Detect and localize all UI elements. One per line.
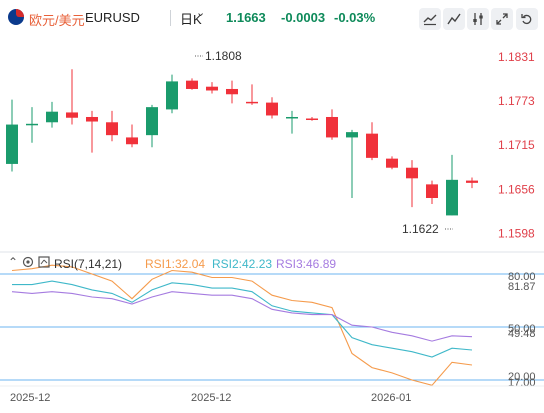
- candle-body[interactable]: [246, 101, 258, 104]
- candle-body[interactable]: [126, 137, 138, 145]
- candle-body[interactable]: [326, 116, 338, 138]
- high-annotation: 1.1808: [195, 49, 242, 63]
- expand-icon: [496, 13, 508, 25]
- candle-body[interactable]: [346, 132, 358, 138]
- candle-body[interactable]: [426, 184, 438, 198]
- candle-body[interactable]: [306, 118, 318, 121]
- toolbar-divider: [170, 10, 171, 26]
- rsi-tick-81: 81.87: [508, 281, 536, 293]
- candle-body[interactable]: [226, 88, 238, 95]
- candle-body[interactable]: [386, 158, 398, 168]
- rsi-header: ⌃ RSI(7,14,21) RSI1:32.04 RSI2:42.23 RSI…: [0, 255, 544, 273]
- time-label-3: 2026-01: [371, 392, 411, 404]
- eur-usd-flag-icon: [8, 9, 24, 25]
- rsi-tick-80: 80.00: [508, 271, 536, 283]
- rsi3-line: [11, 291, 473, 342]
- candle-body[interactable]: [466, 180, 478, 183]
- fullscreen-button[interactable]: [491, 8, 513, 30]
- rsi-title: RSI(7,14,21): [54, 257, 123, 271]
- pair-code[interactable]: EURUSD: [85, 10, 140, 25]
- last-price: 1.1663: [226, 10, 266, 25]
- candles-group: [6, 69, 478, 216]
- chevron-down-icon[interactable]: ⌄: [196, 7, 206, 19]
- candle-body[interactable]: [186, 80, 198, 89]
- indicator-button[interactable]: [419, 8, 441, 30]
- reset-icon: [521, 14, 532, 25]
- rsi1-value: RSI1:32.04: [145, 257, 206, 271]
- price-tick: 1.1715: [498, 138, 535, 152]
- low-label: 1.1622: [402, 222, 439, 236]
- rsi1-line: [11, 264, 473, 386]
- chart-type-icon: [447, 13, 461, 25]
- settings-button[interactable]: [467, 8, 489, 30]
- time-label-2: 2025-12: [191, 392, 231, 404]
- candle-body[interactable]: [26, 123, 38, 126]
- candle-body[interactable]: [266, 102, 278, 116]
- visibility-icon[interactable]: [22, 256, 34, 271]
- price-tick: 1.1773: [498, 94, 535, 108]
- price-chart[interactable]: 1.1831 1.1773 1.1715 1.1656 1.1598 1.1808 1.…: [0, 36, 544, 413]
- candle-body[interactable]: [146, 107, 158, 136]
- reset-button[interactable]: [516, 8, 538, 30]
- collapse-icon[interactable]: ⌃: [8, 255, 19, 269]
- rsi-lines: [11, 264, 473, 386]
- high-label: 1.1808: [205, 49, 242, 63]
- candle-body[interactable]: [406, 167, 418, 179]
- trend-line-icon: [423, 14, 437, 26]
- rsi3-value: RSI3:46.89: [276, 257, 337, 271]
- price-axis: 1.1831 1.1773 1.1715 1.1656 1.1598: [498, 50, 535, 240]
- rsi-tick-17: 17.00: [508, 377, 536, 389]
- rsi-tick-50: 50.00: [508, 323, 536, 335]
- rsi2-line: [12, 280, 473, 358]
- candle-body[interactable]: [366, 133, 378, 158]
- candle-body[interactable]: [86, 116, 98, 122]
- rsi-tick-49: 49.48: [508, 328, 536, 340]
- drawing-tools-button[interactable]: [443, 8, 465, 30]
- toolbar: 欧元/美元 EURUSD 日K ⌄ 1.1663 -0.0003 -0.03%: [0, 0, 544, 36]
- candle-body[interactable]: [46, 111, 58, 123]
- candle-body[interactable]: [286, 116, 298, 119]
- candle-body[interactable]: [446, 179, 458, 216]
- candle-body[interactable]: [106, 122, 118, 136]
- rsi-tick-20: 20.00: [508, 371, 536, 383]
- sliders-icon: [473, 13, 483, 25]
- price-tick: 1.1656: [498, 183, 535, 197]
- candle-body[interactable]: [6, 124, 18, 164]
- interval-selector[interactable]: 日K: [180, 12, 202, 27]
- price-tick: 1.1598: [498, 227, 535, 241]
- time-label-1: 2025-12: [10, 392, 50, 404]
- price-change-percent: -0.03%: [334, 10, 376, 25]
- price-tick: 1.1831: [498, 50, 535, 64]
- candle-body[interactable]: [166, 81, 178, 110]
- price-change: -0.0003: [281, 10, 326, 25]
- candle-body[interactable]: [206, 86, 218, 91]
- rsi2-value: RSI2:42.23: [212, 257, 273, 271]
- candle-body[interactable]: [66, 112, 78, 118]
- low-annotation: 1.1622: [402, 222, 453, 236]
- pair-name-cn[interactable]: 欧元/美元: [29, 13, 85, 28]
- indicator-settings-icon[interactable]: [38, 256, 50, 271]
